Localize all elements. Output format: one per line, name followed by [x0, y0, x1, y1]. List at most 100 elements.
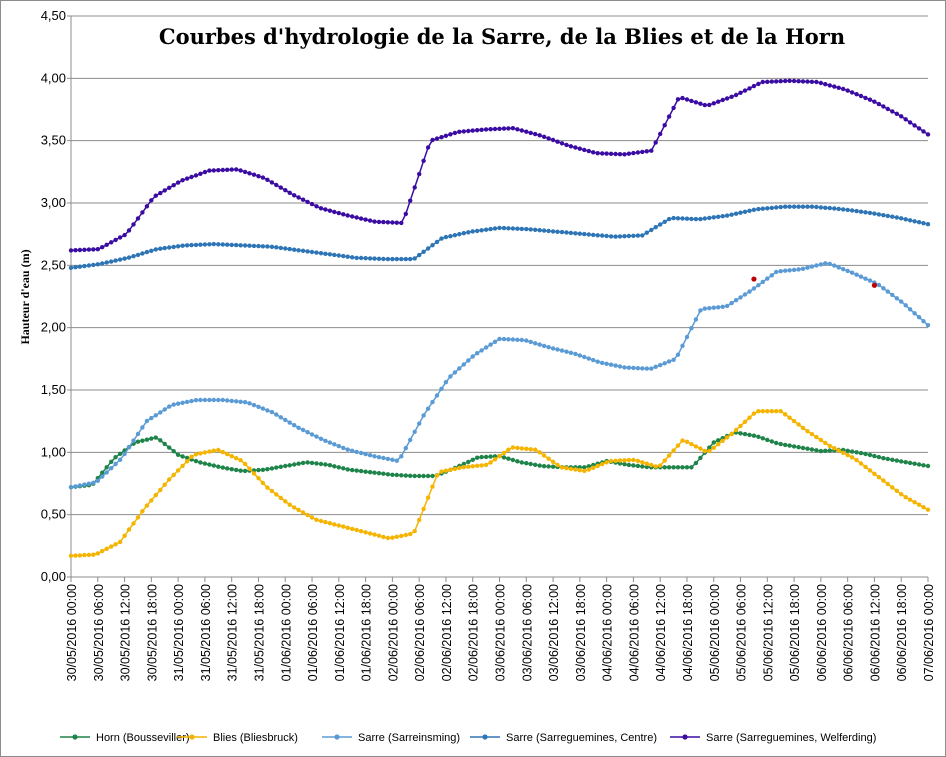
data-point	[242, 400, 248, 405]
data-point	[823, 82, 828, 87]
data-point	[198, 397, 203, 403]
data-point	[702, 216, 707, 221]
data-point	[497, 336, 502, 342]
x-tick-label: 04/06/2016 06:00	[627, 584, 641, 681]
data-point	[180, 400, 185, 405]
data-point	[305, 199, 310, 205]
data-point	[77, 553, 83, 558]
data-point	[350, 214, 355, 219]
data-point	[439, 469, 444, 474]
data-point	[403, 211, 408, 217]
data-point	[501, 336, 507, 342]
data-point	[399, 473, 404, 478]
data-point	[711, 215, 716, 220]
data-point	[658, 222, 663, 227]
data-point	[140, 425, 145, 430]
data-point	[863, 95, 868, 101]
data-point	[640, 460, 645, 465]
data-point	[501, 455, 507, 460]
data-point	[412, 473, 417, 479]
data-point	[885, 106, 890, 112]
data-point	[189, 242, 194, 248]
data-point	[376, 471, 382, 476]
data-point	[430, 484, 435, 489]
data-point	[519, 128, 524, 133]
data-point	[385, 256, 391, 262]
data-point	[716, 442, 721, 447]
data-point	[457, 465, 462, 471]
data-point	[292, 423, 297, 428]
data-point	[95, 478, 101, 483]
data-point	[903, 303, 908, 308]
data-point	[872, 471, 877, 476]
data-point	[292, 193, 297, 198]
data-point	[684, 216, 690, 221]
data-point	[600, 461, 605, 467]
data-point	[452, 466, 458, 472]
x-tick-label: 02/06/2016 18:00	[467, 584, 481, 681]
data-point	[711, 101, 716, 106]
data-point	[863, 451, 868, 457]
data-point	[466, 464, 471, 469]
data-point	[193, 452, 199, 457]
series-line	[70, 410, 929, 557]
data-point	[68, 265, 74, 270]
data-point	[541, 453, 547, 458]
data-point	[488, 226, 493, 232]
data-point	[528, 130, 533, 136]
data-point	[466, 230, 471, 235]
data-point	[524, 338, 529, 343]
series-line	[70, 205, 929, 269]
data-point	[693, 460, 699, 466]
data-point	[519, 460, 524, 465]
data-point	[149, 248, 154, 253]
data-point	[140, 438, 145, 443]
data-point	[149, 415, 154, 421]
data-point	[184, 243, 190, 248]
data-point	[635, 366, 641, 371]
data-point	[274, 412, 279, 417]
x-tick-label: 31/05/2016 06:00	[199, 584, 213, 681]
data-point	[823, 440, 828, 446]
data-point	[73, 248, 78, 253]
data-point	[144, 204, 150, 209]
data-point	[135, 431, 141, 437]
data-point	[332, 252, 337, 258]
data-point	[577, 146, 582, 151]
data-point	[823, 448, 828, 453]
data-point	[184, 399, 190, 405]
data-point	[631, 463, 636, 468]
data-point	[577, 353, 582, 358]
data-point	[497, 453, 502, 459]
data-point	[716, 99, 721, 104]
x-tick-label: 06/06/2016 06:00	[842, 584, 856, 681]
x-tick-label: 01/06/2016 18:00	[360, 584, 374, 681]
x-tick-label: 30/05/2016 18:00	[145, 584, 159, 681]
data-point	[211, 241, 216, 247]
data-point	[666, 114, 672, 119]
data-point	[582, 468, 587, 474]
data-point	[434, 239, 440, 245]
data-point	[582, 465, 587, 470]
x-axis-ticks: 30/05/2016 00:00 30/05/2016 06:00 30/05/20…	[65, 577, 936, 681]
data-point	[791, 444, 797, 449]
data-point	[184, 176, 190, 181]
x-tick-label: 01/06/2016 00:00	[279, 584, 293, 681]
data-point	[608, 458, 614, 464]
data-point	[452, 370, 458, 375]
data-point	[863, 464, 868, 470]
data-point	[702, 448, 707, 454]
series-1	[68, 430, 931, 490]
data-point	[858, 209, 864, 214]
data-point	[492, 126, 498, 132]
data-point	[260, 406, 266, 411]
data-point	[885, 456, 890, 462]
data-point	[787, 443, 792, 448]
data-point	[104, 465, 109, 470]
data-point	[586, 148, 591, 154]
data-point	[680, 216, 685, 221]
data-point	[916, 502, 922, 507]
data-point	[180, 454, 185, 459]
data-point	[787, 268, 792, 273]
data-point	[836, 206, 841, 212]
